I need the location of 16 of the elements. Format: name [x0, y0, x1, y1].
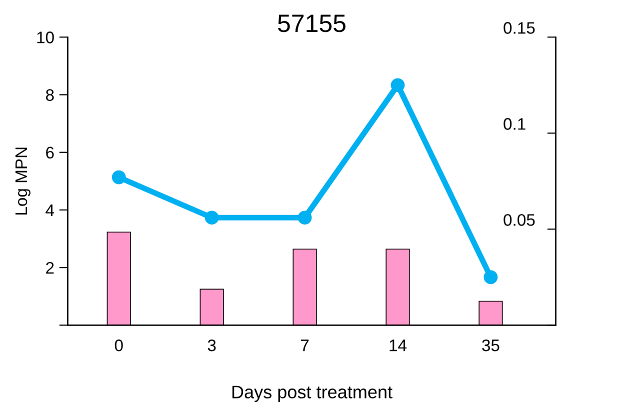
- y-tick-label: 10: [37, 32, 54, 44]
- y2-tick-label: 0.1: [504, 118, 526, 130]
- x-tick-label: 3: [208, 340, 216, 352]
- y-tick-label: 8: [46, 89, 54, 101]
- y-tick-label: 6: [46, 146, 54, 159]
- x-tick-label: 35: [482, 340, 500, 352]
- y2-tick-label: 0.05: [504, 214, 535, 226]
- y-tick-label: 4: [46, 204, 54, 216]
- y2-tick-label: 0.15: [504, 22, 535, 34]
- x-axis-title: Days post treatment: [232, 386, 392, 402]
- y-tick-label: 2: [46, 262, 54, 274]
- y-axis-title: Log MPN: [16, 148, 30, 215]
- x-tick-label: 7: [301, 340, 309, 352]
- x-tick-label: 14: [390, 340, 407, 352]
- chart-title: 57155: [278, 14, 346, 32]
- x-tick-label: 0: [114, 340, 123, 352]
